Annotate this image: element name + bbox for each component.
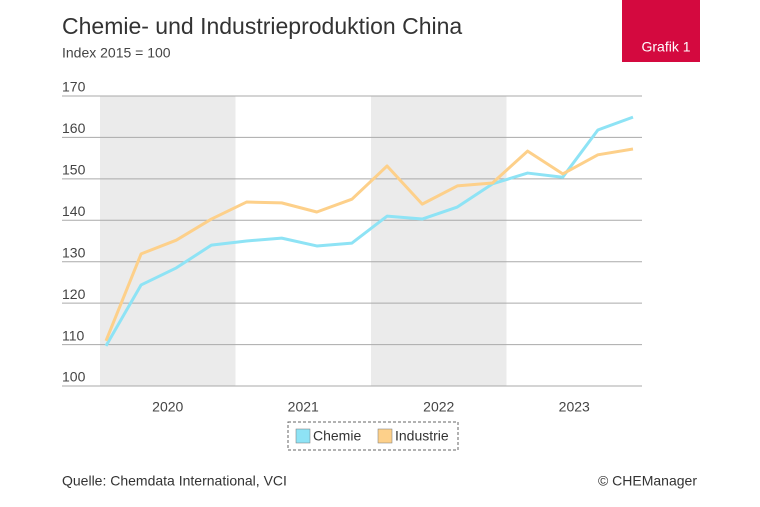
x-tick-label: 2022 <box>423 399 454 415</box>
y-tick-label: 150 <box>62 162 86 178</box>
series-line <box>104 147 634 342</box>
y-tick-label: 120 <box>62 286 86 302</box>
credit: © CHEManager <box>598 473 697 489</box>
y-tick-label: 130 <box>62 244 86 260</box>
chart-subtitle: Index 2015 = 100 <box>62 45 171 61</box>
year-band <box>100 96 236 386</box>
year-band <box>371 96 507 386</box>
chart-title: Chemie- und Industrieproduktion China <box>62 13 462 39</box>
legend-label: Industrie <box>395 428 449 444</box>
y-tick-label: 110 <box>62 327 85 343</box>
x-tick-label: 2021 <box>288 399 319 415</box>
y-tick-label: 160 <box>62 120 86 136</box>
y-tick-label: 100 <box>62 369 86 385</box>
source: Quelle: Chemdata International, VCI <box>62 473 287 489</box>
legend-swatch <box>377 428 393 444</box>
legend-box <box>287 421 459 451</box>
x-tick-label: 2020 <box>152 399 183 415</box>
badge: Grafik 1 <box>641 39 690 55</box>
x-tick-label: 2023 <box>559 399 590 415</box>
y-tick-label: 140 <box>62 203 86 219</box>
series-line <box>104 115 634 347</box>
legend-label: Chemie <box>313 428 361 444</box>
badge-box <box>622 0 700 62</box>
y-tick-label: 170 <box>62 79 86 95</box>
legend-swatch <box>295 428 311 444</box>
